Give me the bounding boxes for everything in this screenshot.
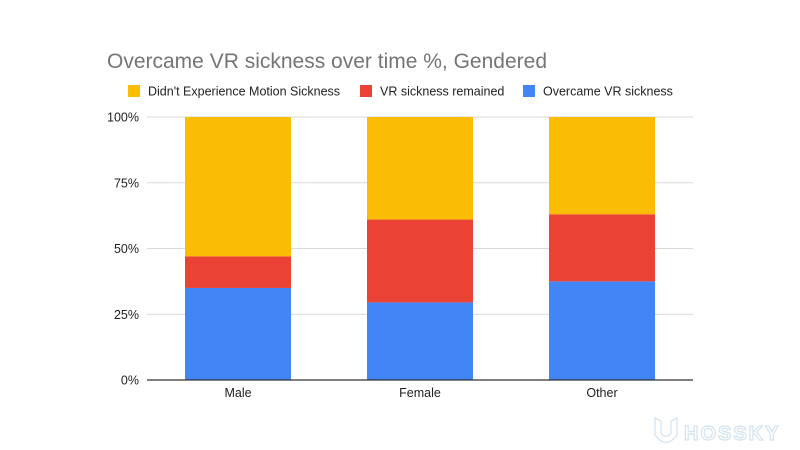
legend-label: VR sickness remained [380,85,504,99]
legend-swatch [128,85,140,97]
y-tick-label: 50% [114,242,139,256]
y-tick-label: 75% [114,176,139,190]
watermark-logo: HOSSKY [654,416,780,446]
legend-swatch [360,85,372,97]
bar-segment [549,117,655,215]
chart-y-axis: 0% 25% 50% 75% 100% [107,111,139,388]
y-tick-label: 25% [114,308,139,322]
watermark-text: HOSSKY [684,423,780,445]
y-tick-label: 0% [121,374,139,388]
bar-segment [185,256,291,288]
chart-bars [185,117,655,380]
bar-segment [549,214,655,282]
bar-segment [185,117,291,257]
x-tick-label: Other [586,386,617,400]
bar-segment [549,281,655,380]
bar-segment [185,287,291,380]
bar-segment [367,117,473,220]
x-tick-label: Male [224,386,251,400]
bar-segment [367,219,473,303]
bar-segment [367,302,473,380]
y-tick-label: 100% [107,111,139,125]
legend-label: Didn't Experience Motion Sickness [148,85,340,99]
chart-title: Overcame VR sickness over time %, Gender… [107,50,547,73]
x-tick-label: Female [399,386,441,400]
legend-swatch [523,85,535,97]
chart-legend: Didn't Experience Motion Sickness VR sick… [128,85,673,99]
legend-label: Overcame VR sickness [543,85,673,99]
watermark-logo-icon [654,416,678,444]
chart-x-axis: Male Female Other [147,379,693,400]
